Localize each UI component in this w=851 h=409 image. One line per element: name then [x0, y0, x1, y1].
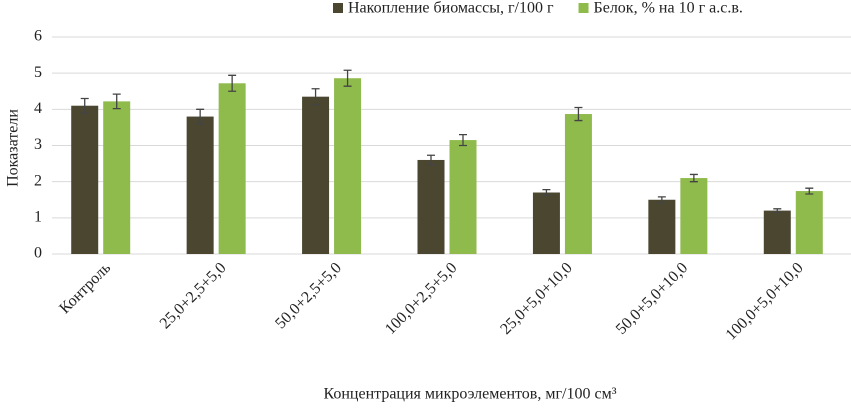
- bar: [218, 83, 246, 254]
- x-tick-label: 25,0+2,5+5,0: [157, 259, 230, 332]
- error-bar: [459, 134, 467, 147]
- bar: [186, 116, 214, 254]
- error-bar: [196, 108, 205, 125]
- error-bar: [805, 187, 814, 195]
- y-tick-label: 3: [34, 136, 42, 153]
- legend-label: Накопление биомассы, г/100 г: [348, 0, 554, 17]
- error-bar: [80, 97, 89, 114]
- y-tick-label: 6: [34, 28, 42, 45]
- legend-swatch: [578, 3, 589, 13]
- legend-swatch: [333, 3, 343, 13]
- bar: [564, 114, 592, 254]
- y-tick-label: 0: [34, 245, 42, 262]
- error-bar: [689, 173, 698, 183]
- bar: [334, 78, 362, 254]
- error-bar: [228, 74, 237, 92]
- error-bar: [311, 88, 320, 106]
- bar: [763, 210, 791, 254]
- bar: [103, 101, 131, 254]
- error-bar: [574, 106, 583, 122]
- bar: [302, 96, 330, 254]
- x-axis-title: Концентрация микроэлементов, мг/100 см³: [323, 386, 616, 403]
- bar: [648, 199, 676, 254]
- x-tick-label: 25,0+5,0+10,0: [497, 259, 576, 338]
- y-tick-label: 5: [34, 64, 42, 81]
- x-tick-label: 50,0+5,0+10,0: [613, 259, 692, 338]
- x-tick-label: 100,0+5,0+10,0: [723, 259, 807, 343]
- y-tick-label: 1: [34, 209, 42, 226]
- error-bar: [112, 93, 121, 110]
- y-tick-label: 2: [34, 172, 42, 189]
- x-tick-label: 100,0+2,5+5,0: [382, 259, 461, 338]
- bar: [71, 105, 99, 254]
- error-bar: [343, 69, 352, 87]
- bar: [532, 192, 560, 254]
- bar: [795, 191, 823, 254]
- error-bar: [657, 196, 666, 204]
- error-bar: [542, 188, 551, 197]
- bar: [417, 159, 445, 254]
- bar: [680, 178, 708, 254]
- error-bar: [773, 208, 782, 214]
- bar: [449, 140, 477, 254]
- y-tick-label: 4: [34, 100, 42, 117]
- x-tick-label: Контроль: [56, 259, 114, 317]
- x-tick-label: 50,0+2,5+5,0: [272, 259, 345, 332]
- y-axis-title: Показатели: [5, 109, 22, 187]
- error-bar: [427, 154, 435, 166]
- legend-label: Белок, % на 10 г а.с.в.: [594, 0, 743, 17]
